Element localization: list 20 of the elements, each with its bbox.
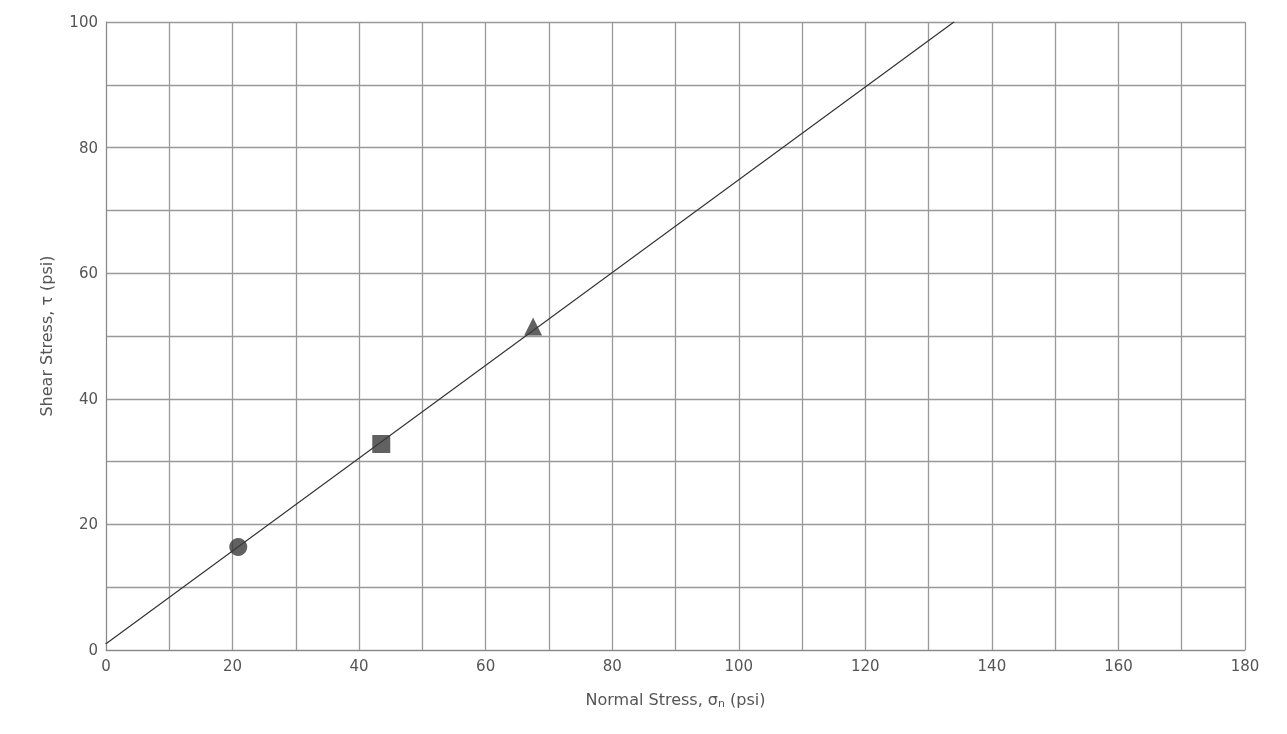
point (229, 538, 248, 556)
y-tick-label: 0 (88, 641, 98, 659)
point (372, 435, 391, 454)
x-tick-label: 180 (1230, 656, 1260, 675)
y-tick-label: 20 (78, 515, 98, 534)
x-tick-label: 80 (602, 656, 622, 675)
y-tick-label: 80 (78, 138, 98, 157)
x-tick-label: 60 (476, 656, 496, 675)
x-tick-label: 20 (223, 656, 243, 675)
x-tick-label: 160 (1104, 656, 1133, 675)
x-tick-label: 100 (724, 656, 754, 675)
y-tick-label: 100 (69, 13, 98, 31)
point (524, 317, 543, 336)
x-tick-label: 0 (101, 656, 111, 675)
y-tick-label: 40 (78, 389, 98, 408)
x-tick-label: 40 (349, 656, 369, 675)
y-tick-label: 60 (78, 264, 98, 283)
y-axis-title: Shear Stress, τ (psi) (36, 255, 56, 417)
x-tick-label: 120 (851, 656, 880, 675)
x-tick-label: 140 (977, 656, 1007, 675)
